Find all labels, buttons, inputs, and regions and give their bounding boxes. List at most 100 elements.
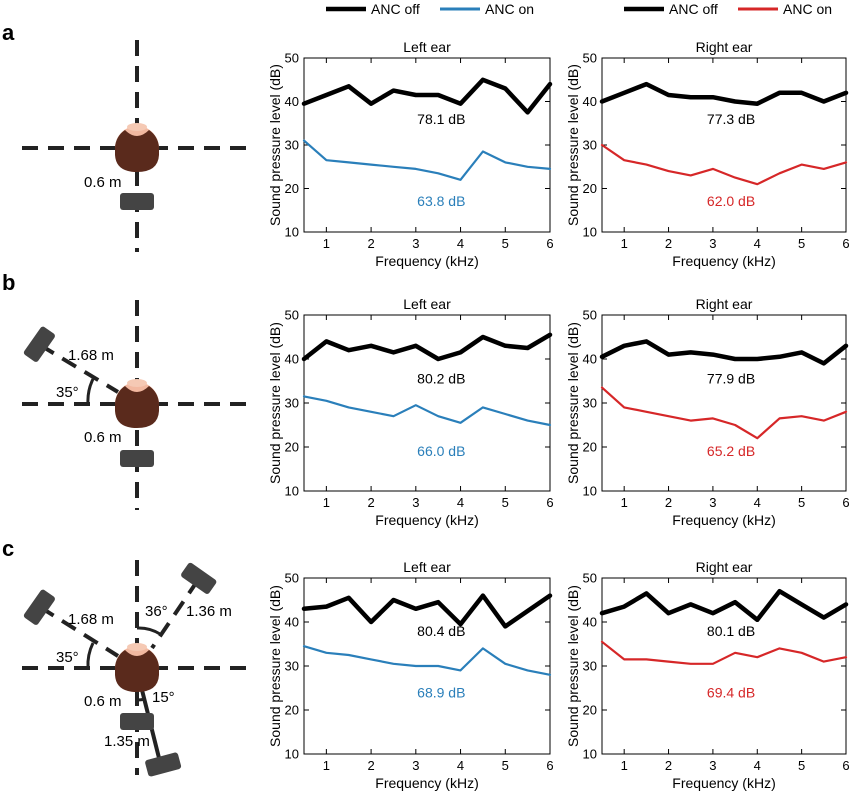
x-tick-label: 4 xyxy=(754,758,761,773)
panel-label-c: c xyxy=(2,536,14,561)
head-icon xyxy=(115,123,159,172)
chart-c-right-ear: Right ear 1 2 3 4 5 6 10 20 30 40 50 Frequency (kHz)… xyxy=(565,559,850,791)
chart-title: Left ear xyxy=(403,39,451,55)
data-annotation: 78.1 dB xyxy=(417,111,465,127)
y-axis-label: Sound pressure level (dB) xyxy=(267,64,283,226)
axis-diagonal xyxy=(38,605,120,658)
y-tick-label: 30 xyxy=(285,396,299,411)
legend-right-off-label: ANC off xyxy=(669,1,718,17)
legend-left-off-label: ANC off xyxy=(371,1,420,17)
x-axis-label: Frequency (kHz) xyxy=(375,253,478,269)
series-line-anc-on xyxy=(600,640,848,665)
angle-arc xyxy=(136,626,161,636)
x-tick-label: 6 xyxy=(546,495,553,510)
x-tick-label: 1 xyxy=(621,236,628,251)
series-line-anc-off xyxy=(599,588,849,623)
chart-c-left-ear: Left ear 1 2 3 4 5 6 10 20 30 40 50 Frequency (kHz) S… xyxy=(267,559,554,791)
x-tick-label: 5 xyxy=(502,495,509,510)
y-tick-label: 50 xyxy=(583,51,597,66)
speaker-icon xyxy=(120,450,154,467)
data-annotation: 66.0 dB xyxy=(417,443,465,459)
chart-title: Right ear xyxy=(696,559,753,575)
y-tick-label: 30 xyxy=(583,396,597,411)
y-axis-label: Sound pressure level (dB) xyxy=(565,322,581,484)
chart-title: Right ear xyxy=(696,39,753,55)
head-icon xyxy=(115,643,159,692)
diagram-a: 0.6 m xyxy=(22,40,252,252)
series-line-anc-off xyxy=(301,77,553,115)
y-axis-label: Sound pressure level (dB) xyxy=(565,64,581,226)
x-tick-label: 2 xyxy=(367,758,374,773)
x-tick-label: 4 xyxy=(457,758,464,773)
x-tick-label: 2 xyxy=(665,495,672,510)
y-tick-label: 40 xyxy=(583,352,597,367)
y-tick-label: 40 xyxy=(285,94,299,109)
x-tick-label: 3 xyxy=(709,236,716,251)
series-line-anc-on xyxy=(600,143,848,186)
chart-b-left-ear: Left ear 1 2 3 4 5 6 10 20 30 40 50 Frequency (kHz) S… xyxy=(267,296,554,528)
y-tick-label: 20 xyxy=(285,703,299,718)
data-annotation: 80.1 dB xyxy=(707,623,755,639)
speaker-icon xyxy=(120,193,154,210)
chart-title: Right ear xyxy=(696,296,753,312)
distance-label: 0.6 m xyxy=(84,174,122,191)
x-tick-label: 5 xyxy=(502,758,509,773)
x-tick-label: 4 xyxy=(754,236,761,251)
data-annotation: 62.0 dB xyxy=(707,193,755,209)
x-axis-label: Frequency (kHz) xyxy=(672,253,775,269)
series-line-anc-on xyxy=(302,139,552,181)
y-tick-label: 30 xyxy=(583,138,597,153)
y-tick-label: 30 xyxy=(285,138,299,153)
x-tick-label: 4 xyxy=(754,495,761,510)
legend-right: ANC off ANC on xyxy=(624,1,832,17)
data-annotation: 68.9 dB xyxy=(417,685,465,701)
x-tick-label: 3 xyxy=(412,758,419,773)
angle-label: 35° xyxy=(56,384,79,401)
angle-label: 35° xyxy=(56,649,79,666)
x-tick-label: 5 xyxy=(502,236,509,251)
x-tick-label: 5 xyxy=(798,758,805,773)
y-tick-label: 10 xyxy=(583,484,597,499)
distance-label: 1.36 m xyxy=(186,603,232,620)
y-axis-label: Sound pressure level (dB) xyxy=(267,585,283,747)
x-tick-label: 3 xyxy=(412,236,419,251)
x-tick-label: 3 xyxy=(709,495,716,510)
x-tick-label: 1 xyxy=(323,236,330,251)
y-tick-label: 50 xyxy=(583,571,597,586)
data-annotation: 80.2 dB xyxy=(417,371,465,387)
distance-label: 0.6 m xyxy=(84,429,122,446)
legend-left: ANC off ANC on xyxy=(326,1,534,17)
data-annotation: 80.4 dB xyxy=(417,623,465,639)
y-tick-label: 40 xyxy=(285,352,299,367)
y-tick-label: 20 xyxy=(285,181,299,196)
data-annotation: 77.9 dB xyxy=(707,371,755,387)
x-tick-label: 4 xyxy=(457,495,464,510)
y-tick-label: 10 xyxy=(285,225,299,240)
diagram-b: 1.68 m 35° 0.6 m xyxy=(22,300,252,510)
y-tick-label: 10 xyxy=(285,747,299,762)
x-tick-label: 1 xyxy=(323,758,330,773)
axis-diagonal xyxy=(38,343,120,394)
y-tick-label: 40 xyxy=(583,94,597,109)
x-tick-label: 3 xyxy=(709,758,716,773)
head-icon xyxy=(115,379,159,428)
angle-arc xyxy=(136,697,146,702)
y-tick-label: 10 xyxy=(285,484,299,499)
y-axis-label: Sound pressure level (dB) xyxy=(565,585,581,747)
y-tick-label: 20 xyxy=(583,703,597,718)
diagram-c: 1.68 m 1.36 m 36° 35° 0.6 m 15° 1.35 m xyxy=(22,560,252,777)
x-tick-label: 1 xyxy=(323,495,330,510)
angle-arc xyxy=(86,378,95,405)
x-axis-label: Frequency (kHz) xyxy=(672,775,775,791)
x-tick-label: 1 xyxy=(621,758,628,773)
x-axis-label: Frequency (kHz) xyxy=(375,512,478,528)
plot-frame xyxy=(303,314,551,492)
x-tick-label: 2 xyxy=(665,236,672,251)
series-line-anc-off xyxy=(599,339,849,366)
x-tick-label: 1 xyxy=(621,495,628,510)
angle-arc xyxy=(86,642,95,669)
chart-a-left-ear: Left ear 1 2 3 4 5 6 10 20 30 40 50 Frequency (kHz) S… xyxy=(267,39,554,269)
distance-label: 1.68 m xyxy=(68,347,114,364)
x-axis-label: Frequency (kHz) xyxy=(375,775,478,791)
y-tick-label: 20 xyxy=(285,440,299,455)
